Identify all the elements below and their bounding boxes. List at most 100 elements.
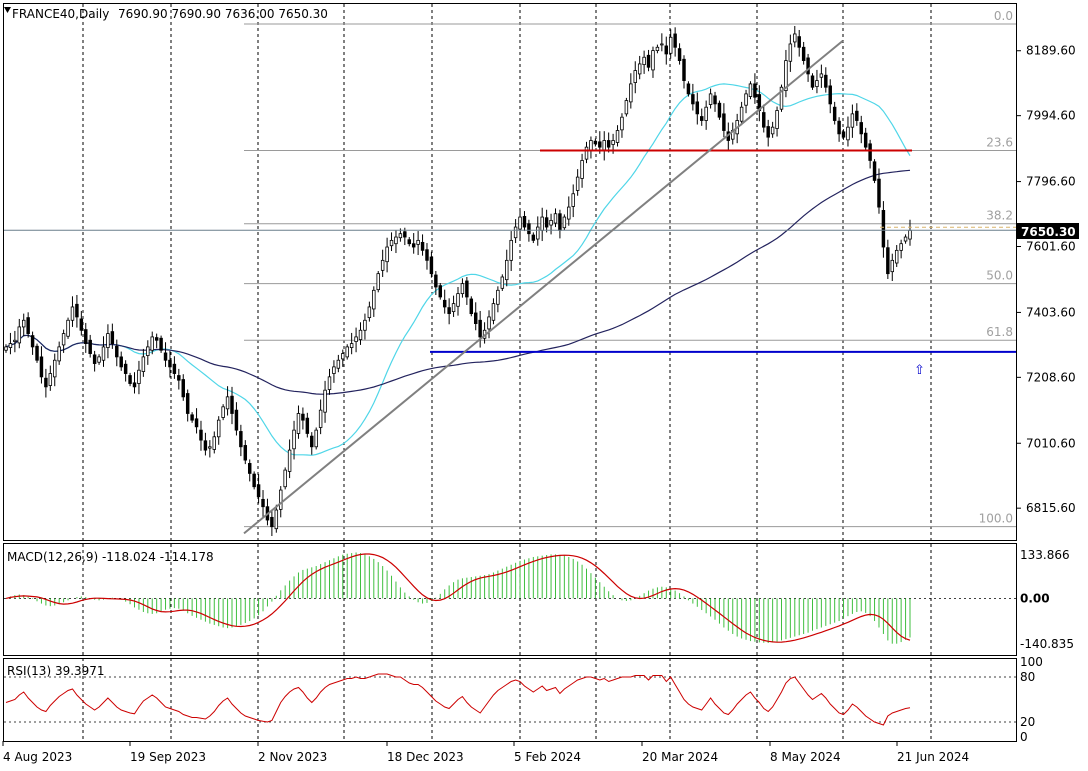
bull-candle [536, 226, 540, 240]
rsi-axis-label: 20 [1020, 715, 1035, 729]
bull-candle [580, 160, 584, 179]
trendline [243, 39, 844, 535]
bear-candle [234, 409, 239, 431]
bull-candle [221, 406, 225, 418]
fibonacci-level-label: 50.0 [986, 269, 1013, 283]
bull-candle [584, 146, 589, 160]
bear-candle [664, 45, 669, 55]
bull-candle [660, 43, 664, 46]
bull-candle [788, 43, 793, 62]
bear-candle [39, 356, 44, 378]
bear-candle [172, 363, 177, 374]
bull-candle [775, 110, 779, 129]
bear-candle [766, 126, 770, 138]
bear-candle [877, 178, 881, 208]
bull-candle [575, 176, 580, 191]
bear-candle [159, 337, 163, 351]
bear-candle [806, 57, 810, 75]
bear-candle [473, 312, 478, 325]
bear-candle [310, 435, 314, 448]
bull-candle [296, 413, 301, 434]
price-axis-label: 8189.60 [1026, 44, 1076, 58]
fibonacci-levels: 0.0 23.6 38.2 50.0 61.8 100.0 [244, 9, 1016, 528]
bull-candle [491, 303, 496, 321]
bear-candle [717, 102, 722, 118]
bear-candle [199, 429, 203, 441]
bull-candle [793, 33, 797, 43]
bear-candle [239, 431, 243, 448]
bear-candle [442, 299, 447, 308]
date-axis-label: 19 Sep 2023 [130, 750, 206, 764]
price-panel-frame [3, 3, 1017, 541]
last-price-tag-text: 7650.30 [1021, 225, 1076, 239]
bear-candle [837, 120, 841, 135]
bull-candle [385, 246, 389, 263]
bull-candle [318, 409, 323, 428]
dropdown-arrow-icon[interactable] [4, 7, 11, 13]
bull-candle [341, 353, 345, 360]
bear-candle [30, 335, 35, 348]
bear-candle [434, 274, 438, 288]
bull-candle [53, 359, 57, 378]
bull-candle [283, 469, 287, 488]
bull-candle [345, 346, 349, 358]
bull-candle [216, 419, 221, 438]
candlesticks [4, 25, 912, 537]
bull-candle [225, 396, 230, 410]
bear-candle [88, 339, 92, 354]
bull-candle [620, 116, 624, 131]
bear-candle [478, 319, 482, 338]
slow-moving-average-line [5, 169, 911, 395]
bull-candle [287, 449, 292, 472]
bear-candle [185, 393, 190, 414]
bull-candle [358, 329, 363, 340]
bull-candle [708, 93, 713, 105]
bull-candle [899, 243, 903, 251]
bull-candle [70, 306, 75, 321]
bull-candle [505, 259, 509, 281]
ohlc-label: 7690.90 7690.90 7636.00 7650.30 [118, 7, 328, 21]
bear-candle [256, 484, 261, 498]
bull-candle [637, 63, 642, 75]
bear-candle [797, 36, 801, 48]
bear-candle [527, 223, 531, 235]
bull-candle [8, 343, 13, 348]
bull-candle [292, 429, 296, 450]
bear-candle [753, 83, 757, 98]
bull-candle [513, 226, 518, 239]
date-axis-label: 21 Jun 2024 [897, 750, 969, 764]
bull-candle [815, 80, 819, 87]
bear-candle [598, 141, 602, 148]
bear-candle [243, 445, 248, 461]
bear-candle [425, 249, 429, 261]
bear-candle [168, 359, 172, 368]
bear-candle [531, 234, 536, 241]
bull-candle [567, 206, 571, 220]
bear-candle [79, 318, 84, 331]
bull-candle [784, 60, 788, 91]
bull-candle [651, 50, 655, 71]
bull-candle [349, 343, 354, 348]
bull-candle [624, 100, 629, 115]
chart-annotations: ⇧ [4, 39, 1016, 535]
bull-candle [890, 259, 895, 273]
macd-panel-frame [3, 543, 1017, 656]
date-axis: 4 Aug 2023 19 Sep 2023 2 Nov 2023 18 Dec 20… [2, 741, 969, 764]
bull-candle [615, 130, 620, 143]
bull-candle [562, 216, 567, 229]
bull-candle [903, 236, 908, 242]
bull-candle [212, 436, 217, 450]
rsi-axis-label: 80 [1020, 670, 1035, 684]
bull-candle [629, 83, 633, 103]
date-axis-label: 20 Mar 2024 [642, 750, 718, 764]
rsi-panel-frame [3, 658, 1017, 742]
bear-candle [465, 280, 469, 298]
bull-candle [354, 336, 358, 342]
bear-candle [673, 33, 677, 48]
bull-candle [571, 193, 575, 207]
bear-candle [181, 379, 185, 398]
bull-candle [323, 389, 327, 413]
bull-candle [739, 106, 744, 122]
bull-candle [274, 509, 279, 530]
